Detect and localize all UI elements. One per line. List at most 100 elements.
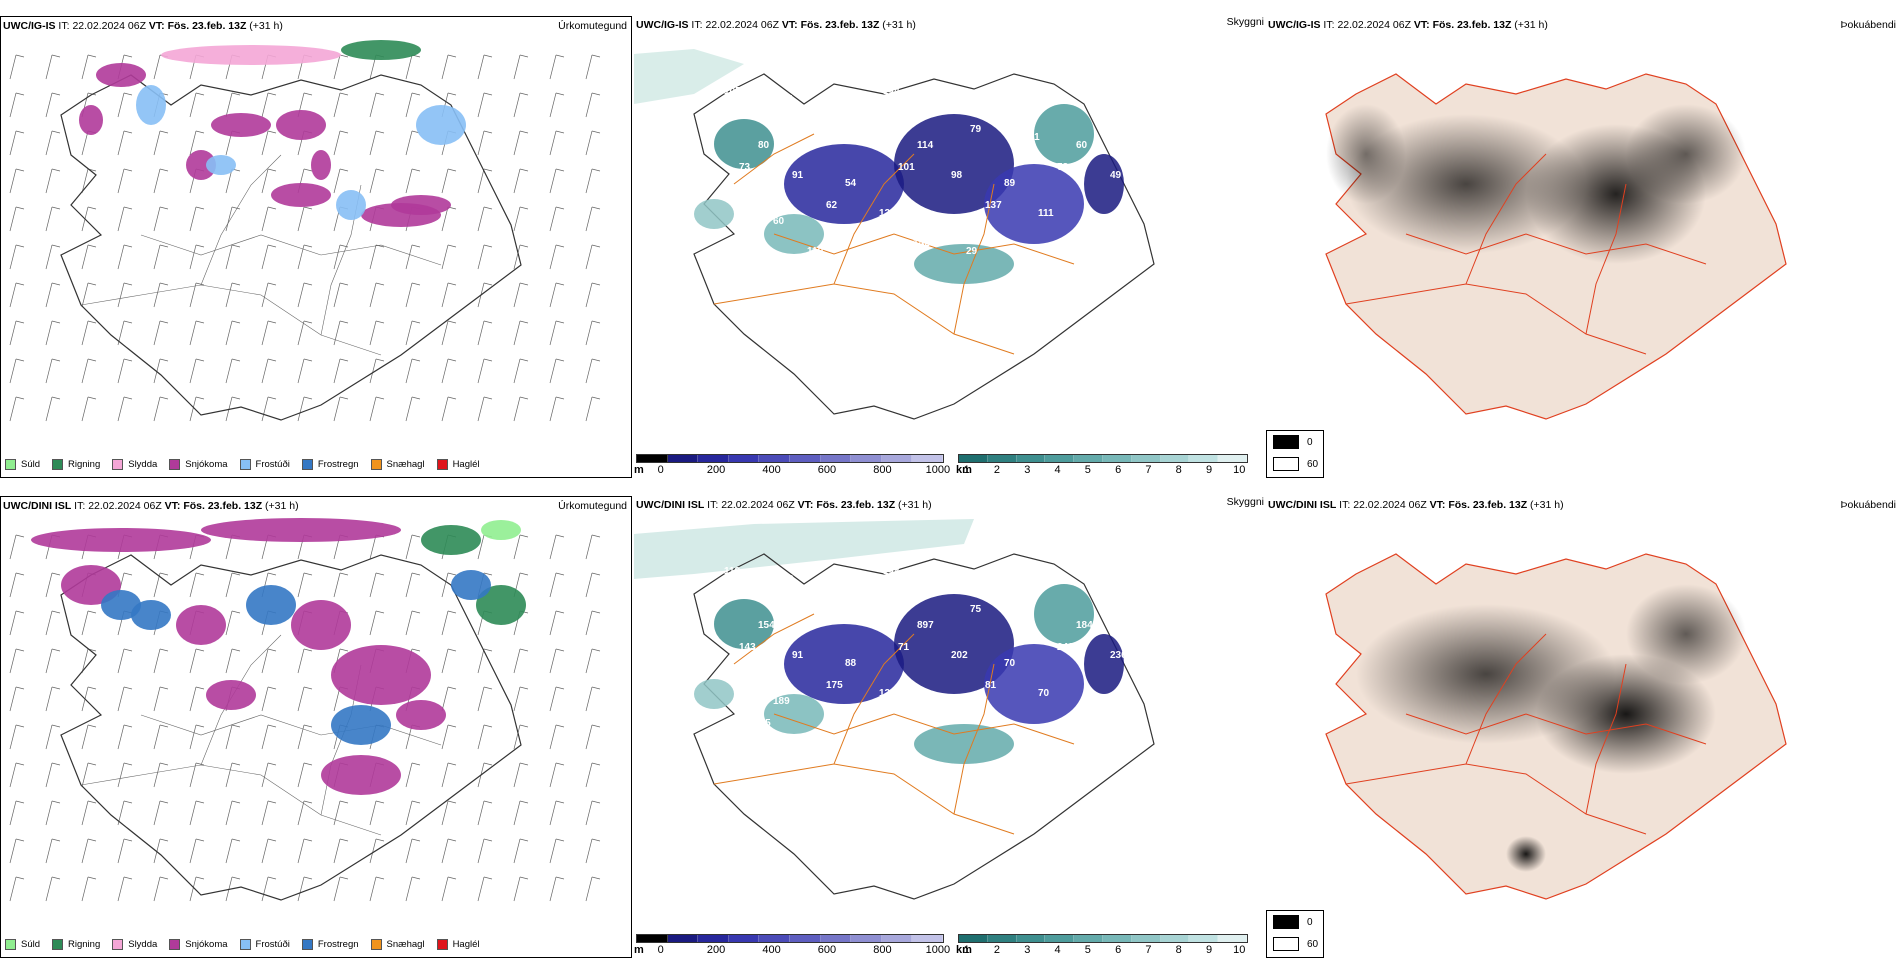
precip-type-panel-ig: UWC/IG-IS IT: 22.02.2024 06Z VT: Fös. 23… xyxy=(0,16,632,478)
colorbar-tick-label: 4 xyxy=(1054,944,1061,956)
wind-barb xyxy=(585,648,601,674)
wind-barb xyxy=(261,648,277,674)
visibility-value-label: 91 xyxy=(792,170,804,181)
visibility-value-label: 63 xyxy=(1023,612,1035,623)
wind-barb xyxy=(549,282,565,308)
wind-barb xyxy=(261,396,277,422)
visibility-value-label: 184 xyxy=(1076,620,1093,631)
wind-barb xyxy=(117,282,133,308)
wind-barb xyxy=(45,92,61,118)
wind-barb xyxy=(333,800,349,826)
colorbar-tick-label: 400 xyxy=(762,944,781,956)
wind-barb xyxy=(117,724,133,750)
wind-barb xyxy=(189,282,205,308)
wind-barb xyxy=(9,572,25,598)
wind-barb xyxy=(513,244,529,270)
wind-barb xyxy=(153,800,169,826)
precip-area xyxy=(331,705,391,745)
visibility-value-label: 80 xyxy=(758,140,770,151)
fog-index-panel-ig: UWC/IG-IS IT: 22.02.2024 06Z VT: Fös. 23… xyxy=(1266,16,1896,478)
wind-barb xyxy=(513,534,529,560)
wind-barb xyxy=(9,54,25,80)
colorbar-tick-label: 1000 xyxy=(925,944,951,956)
wind-barb xyxy=(585,282,601,308)
wind-barb xyxy=(45,648,61,674)
wind-barb xyxy=(441,762,457,788)
low-visibility-area xyxy=(1034,104,1094,164)
wind-barb xyxy=(189,572,205,598)
visibility-value-label: 60 xyxy=(773,216,785,227)
wind-barb xyxy=(9,724,25,750)
colorbar-segment xyxy=(1131,935,1161,942)
colorbar-segment xyxy=(912,935,943,942)
colorbar-segment xyxy=(1131,455,1161,462)
wind-barb xyxy=(153,206,169,232)
wind-barb xyxy=(189,876,205,902)
wind-barb xyxy=(153,358,169,384)
visibility-value-label: 78 xyxy=(1057,162,1069,173)
colorbar-segment xyxy=(667,455,699,462)
precip-area xyxy=(161,45,341,65)
colorbar-segment xyxy=(820,455,852,462)
visibility-value-label: 73 xyxy=(739,162,751,173)
visibility-value-label: 105 xyxy=(724,86,741,97)
wind-barb xyxy=(117,800,133,826)
legend-swatch xyxy=(5,458,16,470)
low-visibility-area xyxy=(914,244,1014,284)
wind-barb xyxy=(405,572,421,598)
visibility-value-label: 236 xyxy=(1110,650,1127,661)
colorbar-segment xyxy=(1016,455,1046,462)
wind-barb xyxy=(153,838,169,864)
wind-barb xyxy=(189,686,205,712)
colorbar-segment xyxy=(959,455,988,462)
wind-barb xyxy=(45,54,61,80)
low-visibility-area xyxy=(984,164,1084,244)
wind-barb xyxy=(45,724,61,750)
precip-area xyxy=(451,570,491,600)
precip-area xyxy=(136,85,166,125)
colorbar-tick-label: 8 xyxy=(1175,464,1182,476)
colorbar-tick-label: 6 xyxy=(1115,944,1122,956)
low-visibility-area xyxy=(984,644,1084,724)
precip-area xyxy=(311,150,331,180)
wind-barb xyxy=(405,358,421,384)
legend-swatch xyxy=(239,458,251,470)
precip-area xyxy=(201,518,401,542)
wind-barb xyxy=(405,92,421,118)
wind-barb xyxy=(9,876,25,902)
visibility-value-label: 62 xyxy=(826,200,838,211)
colorbar-tick-label: 7 xyxy=(1145,944,1152,956)
wind-barb xyxy=(585,838,601,864)
wind-barb xyxy=(405,800,421,826)
fog-legend-label: 0 xyxy=(1307,436,1313,448)
wind-barb xyxy=(405,282,421,308)
low-visibility-area xyxy=(914,724,1014,764)
wind-barb xyxy=(441,876,457,902)
visibility-map: 105 181 86 144 118 51 13 69 80 104 131 114 79 171 60 73… xyxy=(634,49,1155,420)
legend-label: Snæhagl xyxy=(386,458,425,470)
visibility-value-label: 243 xyxy=(1057,642,1074,653)
wind-barb xyxy=(117,876,133,902)
wind-barb xyxy=(45,244,61,270)
wind-barb xyxy=(261,838,277,864)
wind-barb xyxy=(513,724,529,750)
legend-swatch xyxy=(112,938,124,950)
colorbar-segment xyxy=(789,935,821,942)
wind-barb xyxy=(117,762,133,788)
wind-barb xyxy=(45,838,61,864)
colorbar-segment xyxy=(1160,455,1190,462)
wind-barb xyxy=(261,686,277,712)
visibility-value-label: 104 xyxy=(811,124,828,135)
precip-type-panel-dini: UWC/DINI ISL IT: 22.02.2024 06Z VT: Fös.… xyxy=(0,496,632,958)
legend-item: Snæhagl xyxy=(370,938,425,950)
wind-barb xyxy=(261,320,277,346)
legend-swatch xyxy=(239,938,251,950)
wind-barb xyxy=(117,244,133,270)
low-visibility-area xyxy=(784,624,904,704)
colorbar-tick-label: 200 xyxy=(706,944,726,956)
wind-barb xyxy=(477,130,493,156)
wind-barb xyxy=(45,206,61,232)
wind-barb xyxy=(9,206,25,232)
wind-barb xyxy=(297,396,313,422)
legend-swatch xyxy=(370,938,382,950)
